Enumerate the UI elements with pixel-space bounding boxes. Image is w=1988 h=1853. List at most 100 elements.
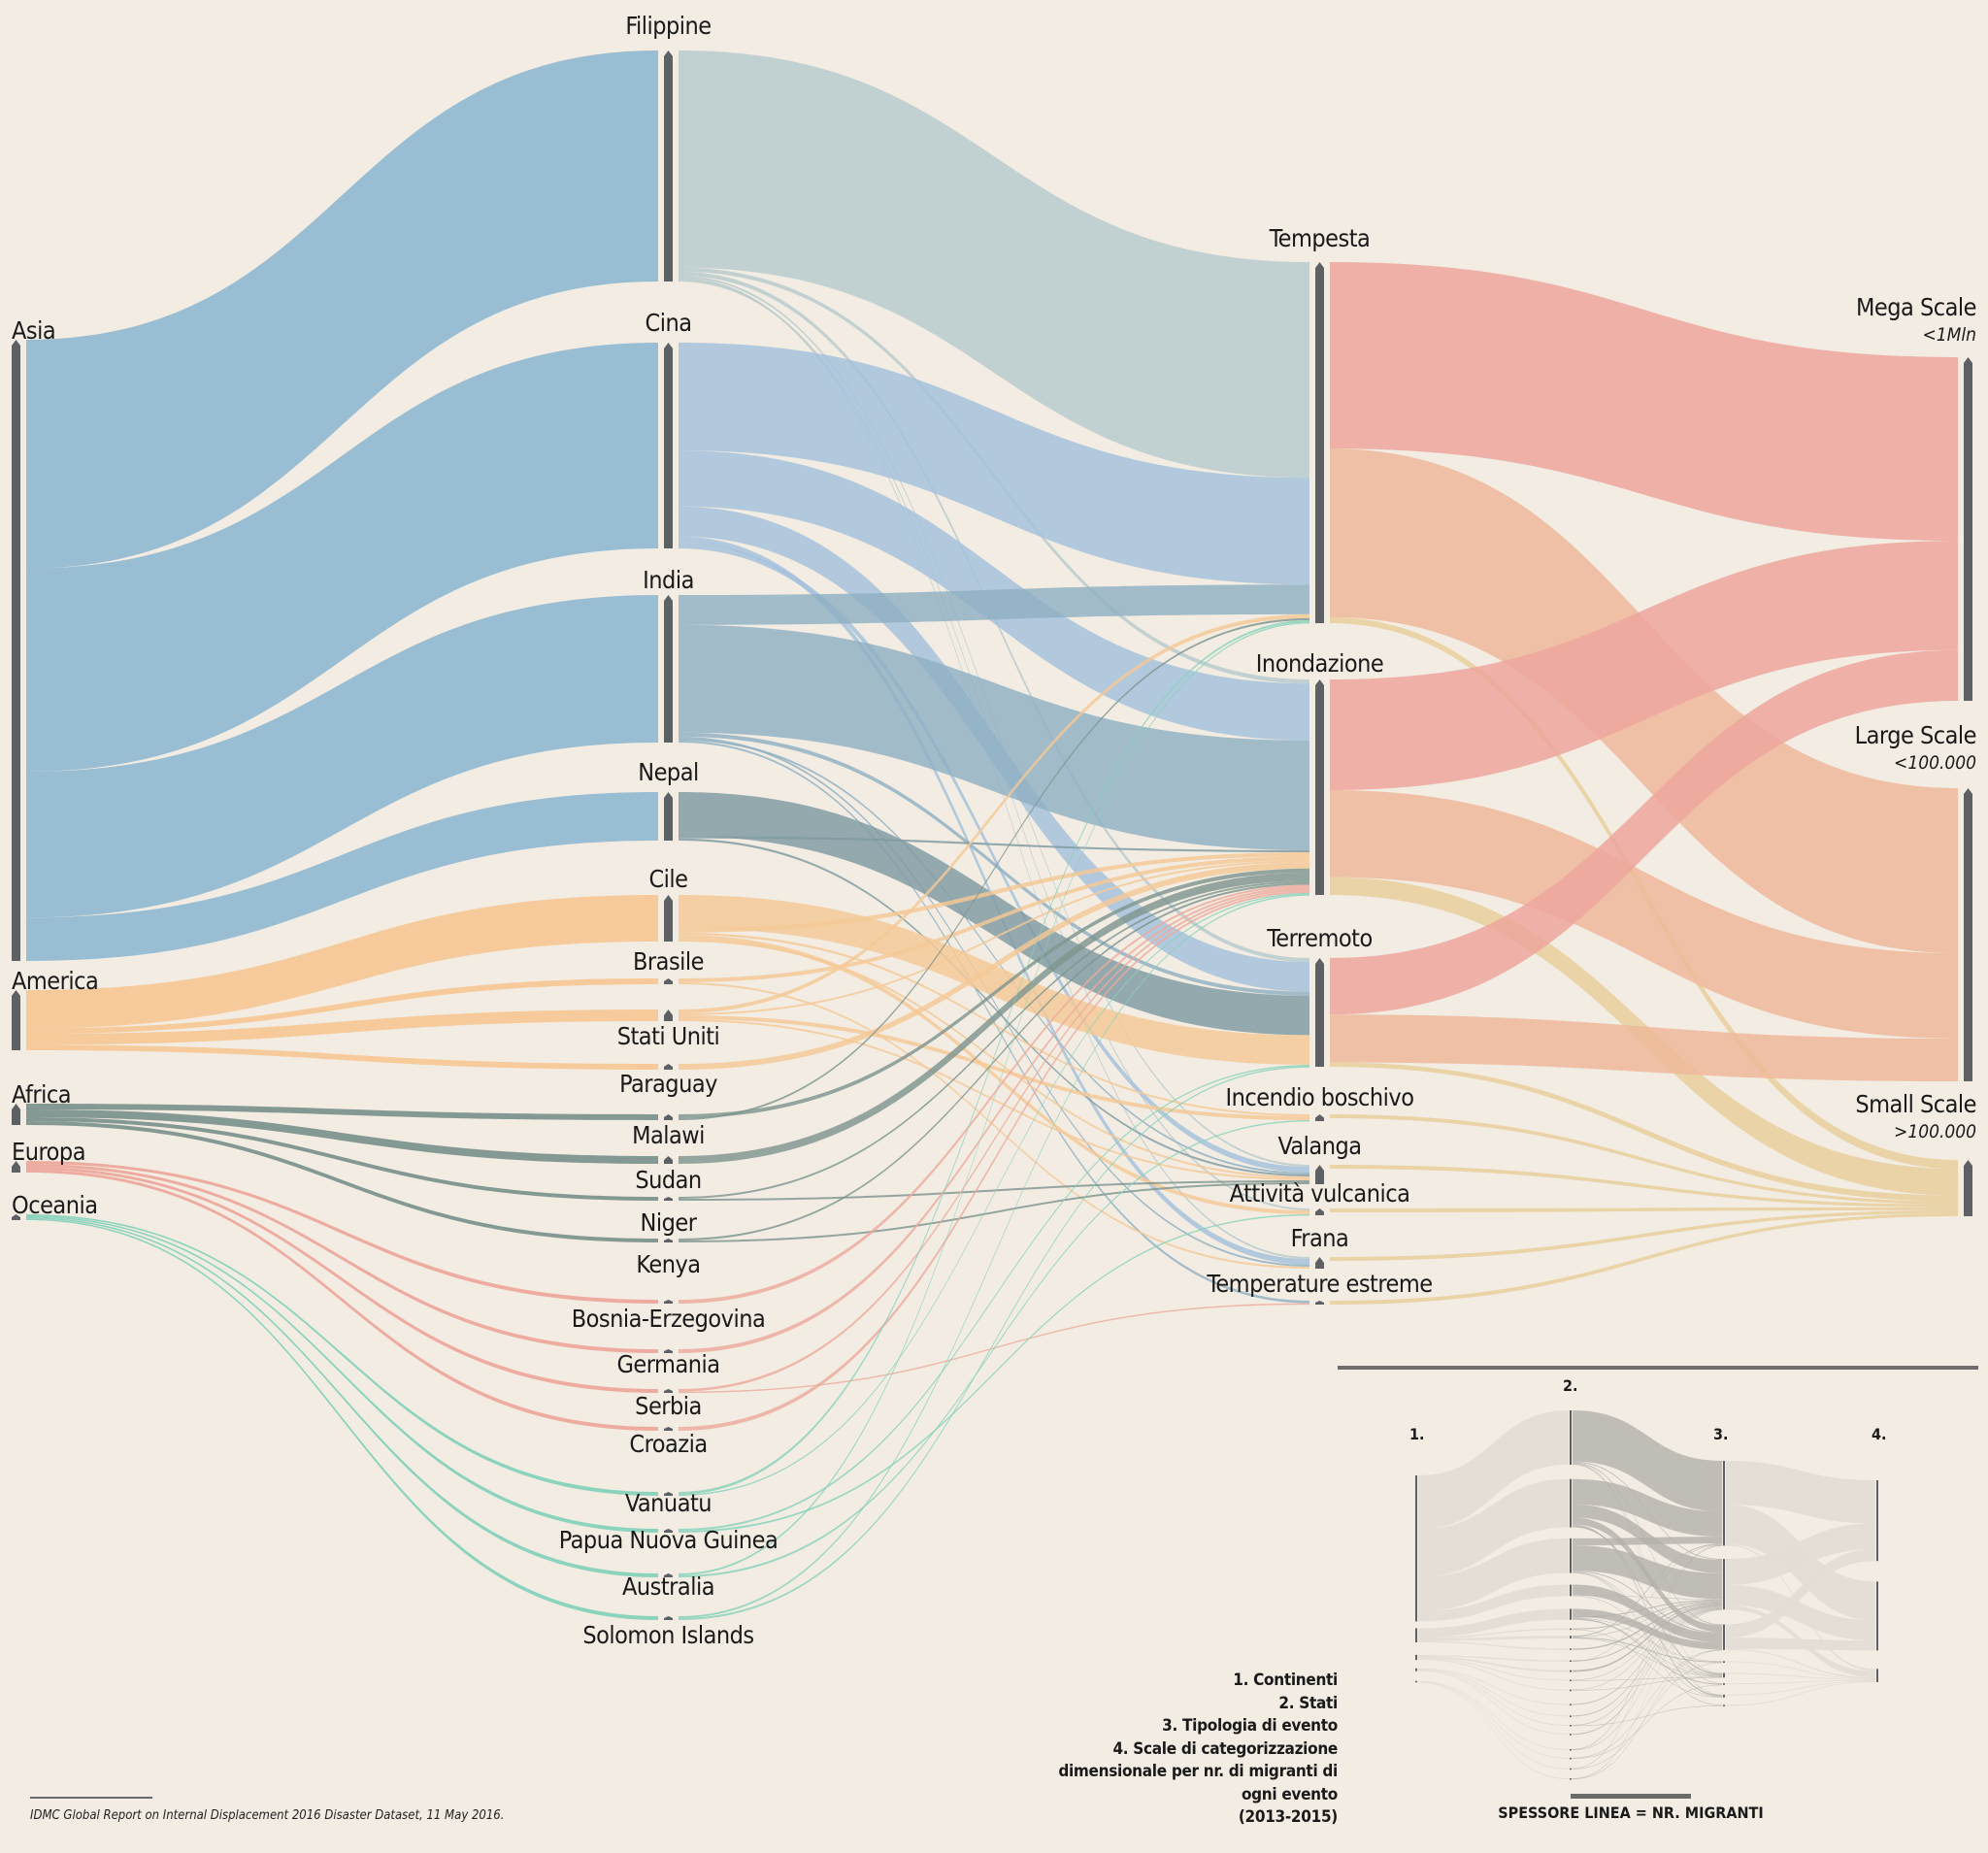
- legend-mini-node: [1570, 1670, 1572, 1672]
- legend-mini-flow: [1418, 1636, 1569, 1641]
- legend-note: 3. Tipologia di evento: [1162, 1716, 1338, 1736]
- node-bar-africa: [12, 1104, 20, 1125]
- flow-india-to-terremoto: [679, 732, 1309, 996]
- legend-mini-flow: [1418, 1584, 1569, 1622]
- flow-europa-to-croazia: [26, 1170, 658, 1431]
- legend-mini-node: [1570, 1584, 1572, 1597]
- legend-mini-flow: [1573, 1608, 1722, 1736]
- flow-croazia-to-inondazione: [679, 890, 1309, 1431]
- legend-mini-flow: [1573, 1619, 1722, 1676]
- legend-mini-flow: [1418, 1608, 1569, 1638]
- flow-oceania-to-solomon-islands: [26, 1218, 658, 1620]
- legend-mini-node: [1570, 1757, 1572, 1760]
- country-label: Germania: [616, 1350, 720, 1378]
- flow-frana-to-small-scale: [1330, 1209, 1958, 1261]
- legend-note: 4. Scale di categorizzazione: [1112, 1738, 1338, 1759]
- flow-cile-to-incendio-boschivo: [679, 932, 1309, 1116]
- legend-mini-node: [1570, 1478, 1572, 1528]
- legend-mini-flow: [1573, 1600, 1722, 1630]
- legend-column-1: 1.: [1409, 1425, 1425, 1443]
- flow-temperature-estreme-to-small-scale: [1330, 1212, 1958, 1305]
- legend-mini-flow: [1573, 1544, 1722, 1662]
- legend-mini-node: [1570, 1628, 1572, 1631]
- flow-niger-to-valanga: [679, 1180, 1309, 1201]
- legend-mini-flow: [1573, 1637, 1722, 1663]
- legend-mini-flow: [1573, 1676, 1722, 1691]
- node-bar-serbia: [664, 1389, 673, 1393]
- flow-paraguay-to-inondazione: [679, 862, 1309, 1070]
- flow-niger-to-inondazione: [679, 880, 1309, 1199]
- node-bar-cile: [664, 895, 673, 942]
- legend-mini-node: [1876, 1669, 1878, 1682]
- legend-mini-node: [1570, 1734, 1572, 1736]
- legend-mini-node: [1570, 1660, 1572, 1663]
- legend-mini-flow: [1726, 1638, 1875, 1651]
- node-bar-nepal: [664, 792, 673, 841]
- legend-caption: SPESSORE LINEA = NR. MIGRANTI: [1498, 1803, 1764, 1822]
- legend-mini-flow: [1418, 1681, 1569, 1759]
- legend-mini-flow: [1418, 1659, 1569, 1691]
- legend-divider: [1338, 1366, 1978, 1370]
- flow-sudan-to-inondazione: [679, 872, 1309, 1164]
- legend-mini-flow: [1573, 1608, 1722, 1650]
- node-bar-bosnia-erzegovina: [664, 1300, 673, 1304]
- legend-mini-node: [1570, 1715, 1572, 1717]
- node-bar-oceania: [12, 1214, 20, 1220]
- node-bar-cina: [664, 343, 673, 548]
- continent-label: Asia: [12, 316, 56, 345]
- legend-mini-flow: [1418, 1658, 1569, 1681]
- legend-mini-flow: [1573, 1605, 1722, 1681]
- legend-mini-flow: [1418, 1682, 1569, 1779]
- flow-africa-to-niger: [26, 1117, 658, 1201]
- node-bar-malawi: [664, 1114, 673, 1120]
- node-bar-papua-nuova-guinea: [664, 1529, 673, 1533]
- node-bar-america: [12, 990, 20, 1050]
- legend-column-4: 4.: [1872, 1425, 1887, 1443]
- country-label: Bosnia-Erzegovina: [571, 1305, 766, 1333]
- scale-threshold: <100.000: [1894, 752, 1976, 774]
- legend-mini-flow: [1573, 1629, 1722, 1698]
- flow-nepal-to-inondazione: [679, 836, 1309, 853]
- flow-cile-to-valanga: [679, 939, 1309, 1178]
- flow-serbia-to-inondazione: [679, 888, 1309, 1392]
- legend-mini-flow: [1573, 1545, 1722, 1600]
- flow-australia-to-incendio-boschivo: [679, 1120, 1309, 1577]
- flow-india-to-frana: [679, 736, 1309, 1267]
- flow-germania-to-inondazione: [679, 886, 1309, 1353]
- node-bar-stati-uniti: [664, 1009, 673, 1021]
- flow-stati-uniti-to-tempesta: [679, 613, 1309, 1013]
- legend-mini-flow: [1573, 1606, 1722, 1705]
- legend-mini-diagram: [1415, 1410, 1878, 1780]
- flow-africa-to-sudan: [26, 1109, 658, 1164]
- legend-mini-node: [1723, 1672, 1725, 1678]
- node-bar-niger: [664, 1197, 673, 1201]
- country-label: Solomon Islands: [582, 1621, 754, 1649]
- flow-australia-to-tempesta: [679, 621, 1309, 1575]
- legend-mini-flow: [1418, 1654, 1569, 1662]
- legend-mini-node: [1876, 1581, 1878, 1651]
- node-bar-europa: [12, 1161, 20, 1173]
- node-bar-terremoto: [1315, 958, 1324, 1067]
- country-label: Brasile: [632, 947, 705, 976]
- legend-mini-flow: [1726, 1648, 1875, 1679]
- node-bar-paraguay: [664, 1064, 673, 1070]
- flow-tempesta-to-mega-scale: [1330, 262, 1958, 542]
- flow-kenya-to-valanga: [679, 1182, 1309, 1242]
- legend-mini-flow: [1573, 1544, 1722, 1750]
- node-bar-small-scale: [1964, 1160, 1972, 1216]
- legend-note: (2013-2015): [1238, 1807, 1338, 1827]
- legend-mini-flow: [1573, 1603, 1722, 1662]
- flow-america-to-brasile: [26, 978, 658, 1035]
- flow-valanga-to-small-scale: [1330, 1165, 1958, 1208]
- legend-note: 2. Stati: [1278, 1693, 1338, 1713]
- node-bar-brasile: [664, 978, 673, 984]
- flow-terremoto-to-mega-scale: [1330, 649, 1958, 1015]
- event-label: Attività vulcanica: [1229, 1179, 1410, 1208]
- legend-mini-flow: [1573, 1599, 1722, 1618]
- legend-mini-flow: [1726, 1548, 1875, 1638]
- flow-kenya-to-inondazione: [679, 882, 1309, 1241]
- legend-mini-flow: [1418, 1538, 1569, 1611]
- legend-mini-flow: [1573, 1478, 1722, 1538]
- flow-malawi-to-tempesta: [679, 617, 1309, 1120]
- flow-oceania-to-papua-nuova-guinea: [26, 1215, 658, 1533]
